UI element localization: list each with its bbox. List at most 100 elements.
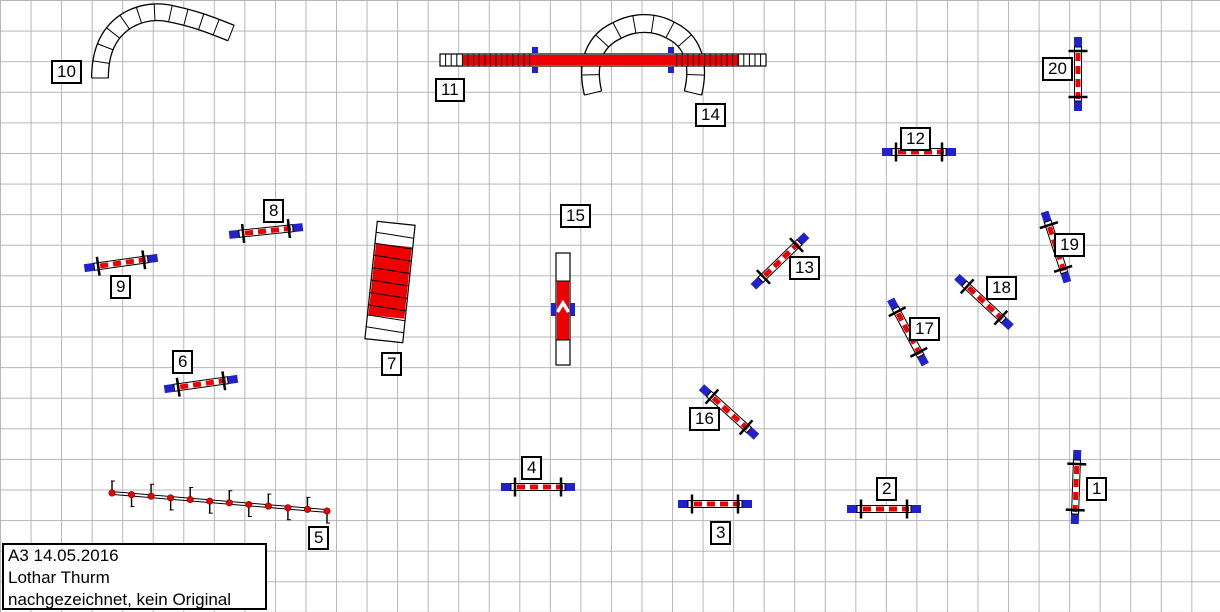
seesaw-pivot-left[interactable] [551,303,556,316]
weave-base-rail [112,491,328,511]
seesaw-pivot-right[interactable] [570,303,575,316]
jump-bar-stripes [760,241,800,281]
obstacle-label-19[interactable]: 19 [1054,233,1085,257]
obstacle-label-12[interactable]: 12 [900,127,931,151]
weave-pole [303,505,311,513]
obstacle-label-6[interactable]: 6 [172,350,194,374]
obstacle-label-3[interactable]: 3 [710,521,732,545]
course-info-box[interactable]: A3 14.05.2016 Lothar Thurm nachgezeichne… [2,543,267,610]
obstacle-label-17[interactable]: 17 [909,317,940,341]
obstacle-18-jump[interactable] [950,270,1017,334]
obstacle-13-jump[interactable] [747,228,813,293]
obstacle-12-jump[interactable] [882,142,956,162]
tunnel-segment-line [677,34,692,48]
weave-base-rail [111,493,327,513]
chute-slat [373,254,412,262]
jump-wing-left [882,148,897,156]
obstacle-label-18[interactable]: 18 [986,276,1017,300]
obstacle-4-jump[interactable] [501,477,575,497]
seesaw-red-section [557,281,569,340]
tunnel-segment-line [106,27,121,39]
dogwalk-support-marker[interactable] [532,67,538,73]
obstacle-label-1[interactable]: 1 [1086,477,1108,501]
obstacle-label-10[interactable]: 10 [51,60,82,84]
weave-pole [284,504,292,512]
weave-pole [225,499,233,507]
jump-upright-left [959,278,975,295]
tunnel-body [92,4,234,79]
obstacle-17-jump[interactable] [882,295,934,369]
weave-pole [186,496,194,504]
tunnel-segment-line [632,15,637,34]
jump-bar-stripes [708,393,750,431]
tunnel-segment-line [595,34,610,48]
jump-wing-right [906,505,921,513]
weave-pole [264,502,272,510]
obstacle-label-7[interactable]: 7 [381,352,403,376]
jump-upright-right [1053,264,1073,273]
obstacle-label-14[interactable]: 14 [695,103,726,127]
jump-bar-stripes [240,225,292,237]
obstacle-9-jump[interactable] [83,248,159,277]
obstacle-label-8[interactable]: 8 [263,199,285,223]
weave-pole [108,489,116,497]
jump-bar-stripes [175,378,227,390]
obstacle-10-tunnel[interactable] [91,3,235,79]
obstacle-16-jump[interactable] [695,380,763,444]
seesaw-direction-chevron-icon [556,299,570,313]
chute-slat [368,304,407,312]
jump-upright-right [738,419,754,436]
dogwalk-support-marker[interactable] [532,47,538,53]
chute-slat [366,326,404,334]
tunnel-segment-line [92,60,110,64]
course-title: A3 14.05.2016 [8,546,119,565]
jump-wing-left [501,483,516,491]
tunnel-segment-line [183,8,189,26]
dogwalk-support-marker[interactable] [668,67,674,73]
obstacle-20-jump[interactable] [1068,37,1088,111]
weave-pole [245,500,253,508]
tunnel-segment-line [612,22,622,39]
weave-pole [167,494,175,502]
obstacle-label-4[interactable]: 4 [521,456,543,480]
weave-pole [323,507,331,515]
jump-wing-right [560,483,575,491]
jump-wing-left [847,505,862,513]
jump-upright-left [704,388,720,405]
tunnel-segment-line [135,6,143,24]
obstacle-label-11[interactable]: 11 [435,78,465,102]
obstacle-label-9[interactable]: 9 [110,275,132,299]
obstacle-1-jump[interactable] [1065,449,1087,525]
obstacle-5-weave[interactable] [108,480,331,524]
obstacle-6-jump[interactable] [163,369,239,398]
tunnel-segment-line [650,15,655,34]
obstacle-label-13[interactable]: 13 [789,256,820,280]
tunnel-segment-line [684,90,702,96]
obstacle-label-2[interactable]: 2 [876,477,898,501]
jump-upright-right [993,309,1009,326]
obstacle-label-16[interactable]: 16 [689,407,720,431]
weave-pole [147,492,155,500]
jump-upright-left [1067,462,1087,466]
obstacle-label-15[interactable]: 15 [560,204,591,228]
jump-upright-left [888,306,907,318]
obstacle-3-jump[interactable] [678,494,752,514]
obstacle-11-dogwalk[interactable] [439,47,767,73]
chute-slat [369,291,408,299]
tunnel-segment-line [153,3,156,21]
obstacle-2-jump[interactable] [847,499,921,519]
jump-upright-right [1065,508,1085,512]
obstacle-15-seesaw[interactable] [551,252,575,366]
tunnel-segment-line [168,5,173,23]
dogwalk-support-marker[interactable] [668,47,674,53]
jump-upright-right [286,219,292,239]
dogwalk-red-section [462,55,739,65]
jump-upright-left [175,377,181,397]
obstacle-7-chute[interactable] [364,220,416,344]
obstacle-label-5[interactable]: 5 [308,526,330,550]
tunnel-segment-line [97,43,114,51]
tunnel-segment-line [584,90,602,96]
obstacle-8-jump[interactable] [228,218,304,245]
obstacle-label-20[interactable]: 20 [1042,57,1073,81]
